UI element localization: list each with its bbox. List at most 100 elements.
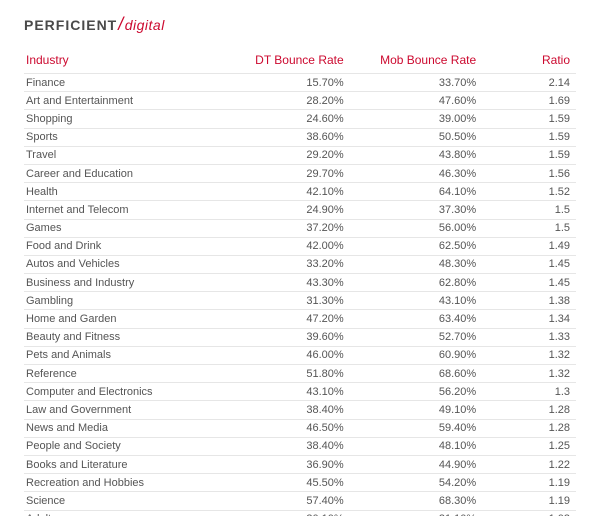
cell-mob: 43.10% [350,292,482,310]
cell-mob: 47.60% [350,92,482,110]
cell-dt: 39.60% [228,328,349,346]
table-row: Business and Industry43.30%62.80%1.45 [24,274,576,292]
cell-mob: 62.50% [350,237,482,255]
cell-mob: 50.50% [350,128,482,146]
cell-ratio: 1.32 [482,346,576,364]
cell-industry: Pets and Animals [24,346,228,364]
cell-industry: Food and Drink [24,237,228,255]
table-row: Career and Education29.70%46.30%1.56 [24,164,576,182]
cell-ratio: 1.22 [482,455,576,473]
table-row: Autos and Vehicles33.20%48.30%1.45 [24,255,576,273]
table-row: Adult30.10%31.10%1.03 [24,510,576,516]
table-row: Home and Garden47.20%63.40%1.34 [24,310,576,328]
cell-dt: 42.10% [228,183,349,201]
cell-industry: Sports [24,128,228,146]
table-body: Finance15.70%33.70%2.14Art and Entertain… [24,74,576,516]
cell-dt: 29.70% [228,164,349,182]
cell-mob: 31.10% [350,510,482,516]
cell-dt: 38.60% [228,128,349,146]
cell-mob: 37.30% [350,201,482,219]
cell-ratio: 1.03 [482,510,576,516]
table-row: Travel29.20%43.80%1.59 [24,146,576,164]
table-row: Books and Literature36.90%44.90%1.22 [24,455,576,473]
table-row: Science57.40%68.30%1.19 [24,492,576,510]
table-row: Health42.10%64.10%1.52 [24,183,576,201]
cell-ratio: 1.69 [482,92,576,110]
cell-industry: Health [24,183,228,201]
cell-mob: 48.10% [350,437,482,455]
cell-ratio: 1.38 [482,292,576,310]
cell-dt: 43.30% [228,274,349,292]
cell-industry: People and Society [24,437,228,455]
cell-industry: Shopping [24,110,228,128]
brand-part2: digital [125,17,165,33]
cell-dt: 28.20% [228,92,349,110]
cell-dt: 46.00% [228,346,349,364]
cell-ratio: 1.5 [482,201,576,219]
cell-industry: Gambling [24,292,228,310]
brand-slash: / [118,14,124,34]
cell-ratio: 1.33 [482,328,576,346]
table-row: News and Media46.50%59.40%1.28 [24,419,576,437]
brand-logo: PERFICIENT/digital [24,14,576,35]
cell-industry: Career and Education [24,164,228,182]
cell-mob: 48.30% [350,255,482,273]
cell-dt: 24.90% [228,201,349,219]
cell-dt: 43.10% [228,383,349,401]
table-row: Art and Entertainment28.20%47.60%1.69 [24,92,576,110]
cell-industry: Recreation and Hobbies [24,474,228,492]
cell-mob: 33.70% [350,74,482,92]
cell-mob: 62.80% [350,274,482,292]
cell-industry: Computer and Electronics [24,383,228,401]
cell-mob: 56.00% [350,219,482,237]
cell-mob: 43.80% [350,146,482,164]
cell-industry: Finance [24,74,228,92]
table-row: Pets and Animals46.00%60.90%1.32 [24,346,576,364]
cell-ratio: 1.45 [482,274,576,292]
cell-dt: 15.70% [228,74,349,92]
cell-dt: 33.20% [228,255,349,273]
cell-industry: Autos and Vehicles [24,255,228,273]
cell-ratio: 2.14 [482,74,576,92]
cell-ratio: 1.52 [482,183,576,201]
cell-mob: 44.90% [350,455,482,473]
table-row: Law and Government38.40%49.10%1.28 [24,401,576,419]
cell-industry: Beauty and Fitness [24,328,228,346]
cell-ratio: 1.34 [482,310,576,328]
cell-mob: 56.20% [350,383,482,401]
col-dt-bounce: DT Bounce Rate [228,49,349,74]
cell-dt: 30.10% [228,510,349,516]
cell-dt: 29.20% [228,146,349,164]
table-row: Recreation and Hobbies45.50%54.20%1.19 [24,474,576,492]
cell-dt: 38.40% [228,437,349,455]
cell-industry: Art and Entertainment [24,92,228,110]
cell-industry: Law and Government [24,401,228,419]
table-row: Gambling31.30%43.10%1.38 [24,292,576,310]
cell-mob: 63.40% [350,310,482,328]
table-row: Sports38.60%50.50%1.59 [24,128,576,146]
cell-dt: 36.90% [228,455,349,473]
col-industry: Industry [24,49,228,74]
cell-ratio: 1.59 [482,110,576,128]
cell-mob: 49.10% [350,401,482,419]
table-row: Finance15.70%33.70%2.14 [24,74,576,92]
cell-industry: Science [24,492,228,510]
table-row: Shopping24.60%39.00%1.59 [24,110,576,128]
col-ratio: Ratio [482,49,576,74]
cell-mob: 68.30% [350,492,482,510]
cell-mob: 54.20% [350,474,482,492]
cell-mob: 68.60% [350,365,482,383]
bounce-rate-table: Industry DT Bounce Rate Mob Bounce Rate … [24,49,576,516]
table-row: Beauty and Fitness39.60%52.70%1.33 [24,328,576,346]
cell-mob: 52.70% [350,328,482,346]
col-mob-bounce: Mob Bounce Rate [350,49,482,74]
table-row: Reference51.80%68.60%1.32 [24,365,576,383]
cell-industry: Adult [24,510,228,516]
cell-mob: 60.90% [350,346,482,364]
cell-dt: 47.20% [228,310,349,328]
cell-ratio: 1.45 [482,255,576,273]
cell-ratio: 1.25 [482,437,576,455]
cell-mob: 46.30% [350,164,482,182]
cell-industry: Reference [24,365,228,383]
table-row: People and Society38.40%48.10%1.25 [24,437,576,455]
